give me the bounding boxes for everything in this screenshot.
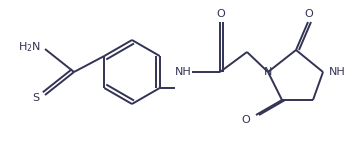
Text: NH: NH	[329, 67, 346, 77]
Text: O: O	[241, 115, 250, 125]
Text: O: O	[217, 9, 225, 19]
Text: O: O	[305, 9, 313, 19]
Text: N: N	[264, 67, 272, 77]
Text: NH: NH	[175, 67, 191, 77]
Text: S: S	[32, 93, 39, 103]
Text: H$_2$N: H$_2$N	[18, 40, 41, 54]
